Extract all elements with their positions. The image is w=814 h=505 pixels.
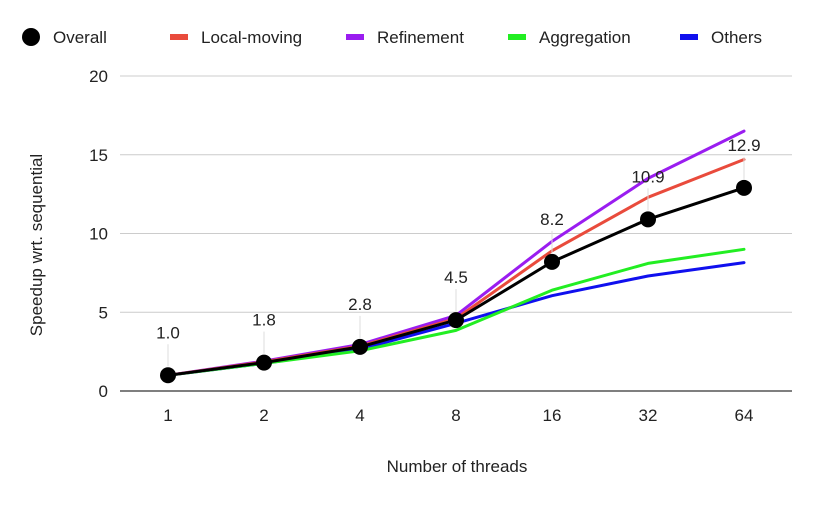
legend-label: Overall	[53, 28, 107, 47]
series-markers	[160, 179, 752, 384]
y-axis-title: Speedup wrt. sequential	[27, 154, 46, 336]
x-axis-title: Number of threads	[387, 457, 528, 476]
data-label: 2.8	[348, 295, 372, 314]
x-axis-ticks: 1 2 4 8 16 32 64	[163, 406, 753, 425]
data-point-marker	[544, 253, 560, 270]
legend-label: Aggregation	[539, 28, 631, 47]
data-point-marker	[160, 367, 176, 384]
legend-label: Refinement	[377, 28, 464, 47]
legend-swatch	[508, 34, 526, 40]
data-point-marker	[448, 312, 464, 329]
gridlines	[120, 75, 792, 392]
legend-item: Refinement	[346, 28, 464, 47]
data-labels: 1.0 1.8 2.8 4.5 8.2 10.9 12.9	[156, 136, 761, 367]
data-point-marker	[640, 211, 656, 228]
y-tick-label: 20	[89, 67, 108, 86]
data-label: 1.0	[156, 323, 180, 342]
data-point-marker	[736, 179, 752, 196]
legend-marker-circle	[22, 28, 40, 46]
data-label: 1.8	[252, 311, 276, 330]
y-axis-ticks: 0 5 10 15 20	[89, 67, 108, 401]
data-label: 4.5	[444, 268, 468, 287]
legend-swatch	[170, 34, 188, 40]
x-tick-label: 32	[639, 406, 658, 425]
data-label: 10.9	[631, 167, 664, 186]
x-tick-label: 2	[259, 406, 268, 425]
legend: Overall Local-moving Refinement Aggregation…	[22, 28, 762, 47]
x-tick-label: 64	[735, 406, 754, 425]
y-tick-label: 15	[89, 146, 108, 165]
data-point-marker	[352, 338, 368, 355]
y-tick-label: 0	[99, 382, 108, 401]
legend-item: Others	[680, 28, 762, 47]
data-label: 8.2	[540, 210, 564, 229]
y-tick-label: 5	[99, 303, 108, 322]
legend-label: Others	[711, 28, 762, 47]
x-tick-label: 8	[451, 406, 460, 425]
legend-swatch	[680, 34, 698, 40]
legend-item: Local-moving	[170, 28, 302, 47]
x-tick-label: 4	[355, 406, 364, 425]
x-tick-label: 1	[163, 406, 172, 425]
legend-item: Overall	[22, 28, 107, 47]
x-tick-label: 16	[543, 406, 562, 425]
data-point-marker	[256, 354, 272, 371]
legend-label: Local-moving	[201, 28, 302, 47]
data-label: 12.9	[727, 136, 760, 155]
y-tick-label: 10	[89, 225, 108, 244]
legend-swatch	[346, 34, 364, 40]
legend-item: Aggregation	[508, 28, 631, 47]
